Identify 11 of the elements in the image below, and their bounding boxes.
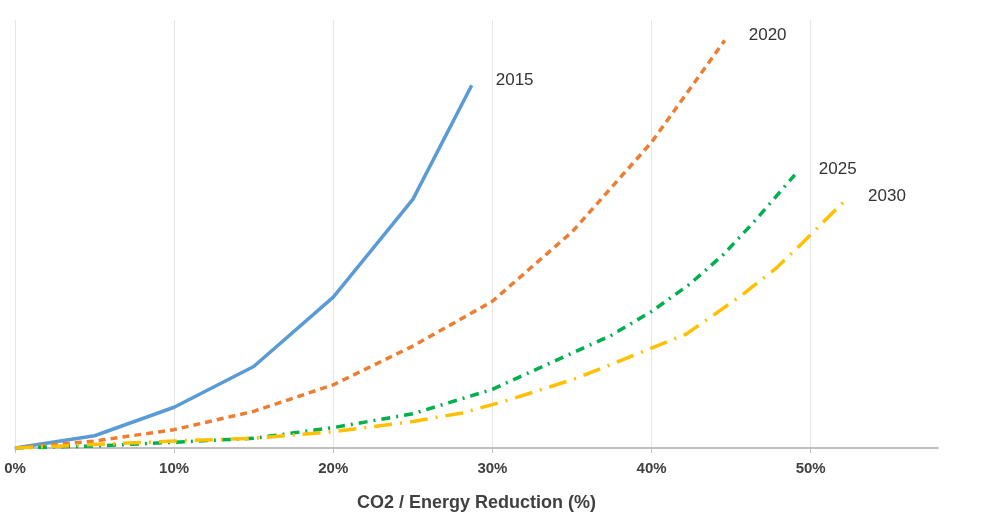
series-label: 2020 [748,24,787,44]
x-tick-label: 10% [159,459,190,476]
x-tick-label: 40% [636,459,667,476]
x-tick-label: 0% [4,459,26,476]
x-tick-label: 30% [477,459,508,476]
x-tick-label: 50% [795,459,826,476]
x-tick-label: 20% [318,459,349,476]
series-label: 2025 [818,159,857,179]
series-label: 2030 [868,185,906,205]
x-axis-title: CO2 / Energy Reduction (%) [356,492,597,512]
series-label: 2015 [495,69,534,89]
